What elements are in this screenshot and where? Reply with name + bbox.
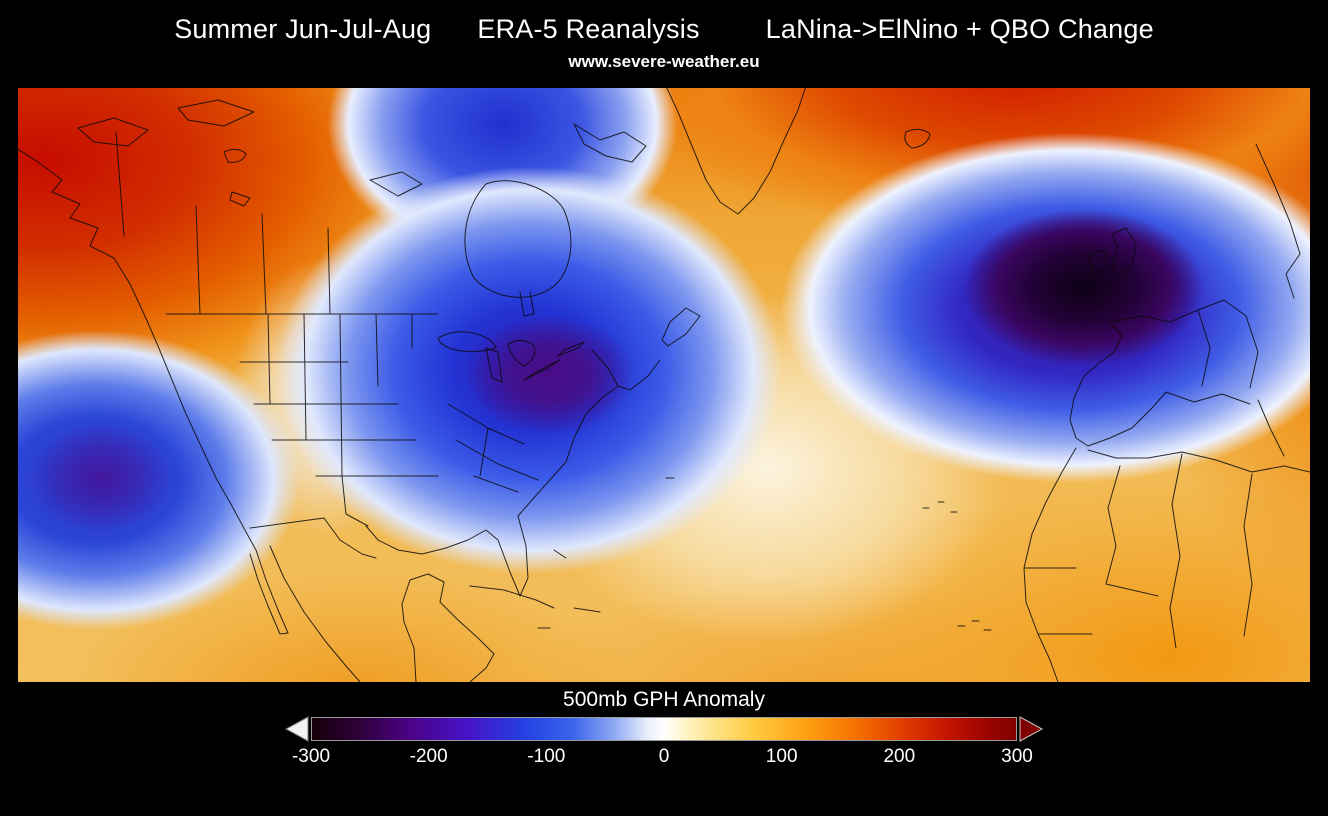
title-scenario: LaNina->ElNino + QBO Change — [765, 14, 1154, 44]
coastlines-overlay — [18, 88, 1310, 682]
title-season: Summer Jun-Jul-Aug — [174, 14, 432, 44]
colorbar-tick-labels: -300 -200 -100 0 100 200 300 — [292, 746, 1033, 770]
north-america-coastline — [18, 148, 661, 682]
europe-africa-coastline — [1023, 143, 1310, 682]
colorbar-tick-label: 0 — [658, 746, 670, 767]
colorbar-tick-label: -200 — [409, 746, 448, 767]
caribbean-atlantic-islands — [469, 477, 992, 631]
colorbar-tick-label: 300 — [1001, 746, 1033, 767]
colorbar-tick-label: -300 — [291, 746, 331, 767]
state-province-borders — [115, 131, 539, 559]
colorbar-tick-label: -100 — [527, 746, 566, 767]
map-title: Summer Jun-Jul-Aug ERA-5 Reanalysis LaNi… — [0, 14, 1328, 45]
colorbar-title: 500mb GPH Anomaly — [563, 688, 765, 711]
arctic-islands-greenland — [77, 88, 931, 347]
colorbar-left-arrow-icon — [284, 716, 309, 742]
anomaly-map — [18, 88, 1310, 682]
colorbar-gradient — [311, 717, 1017, 741]
colorbar-right-arrow-icon — [1019, 716, 1044, 742]
source-url: www.severe-weather.eu — [568, 52, 760, 71]
colorbar-tick-label: 200 — [883, 746, 916, 767]
title-dataset: ERA-5 Reanalysis — [477, 14, 700, 44]
great-lakes-hudson-bay — [223, 148, 585, 383]
colorbar-tick-label: 100 — [765, 746, 798, 767]
colorbar — [284, 716, 1044, 742]
